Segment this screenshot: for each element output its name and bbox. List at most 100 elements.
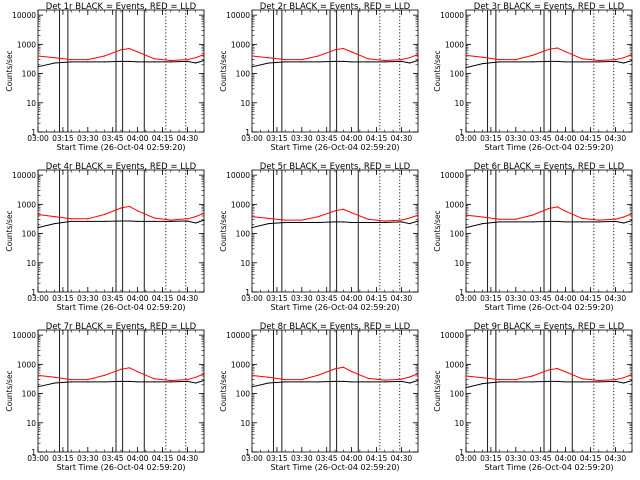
chart-panel: Det 6r BLACK = Events, RED = LLD 1 10 100 10… [433, 162, 633, 312]
x-tick-label: 03:30 [291, 134, 313, 143]
data-point [103, 61, 105, 63]
y-tick-label: 1 [459, 288, 464, 297]
x-tick-label: 03:15 [52, 294, 74, 303]
x-tick-label: 03:30 [77, 134, 99, 143]
data-point [409, 222, 411, 225]
data-point [548, 220, 550, 223]
y-tick-label: 10000 [440, 171, 464, 180]
y-tick-label: 1 [31, 288, 36, 297]
x-axis-label: Start Time (26-Oct-04 02:59:20) [484, 303, 613, 312]
plot-frame [465, 329, 633, 453]
y-tick-label: 10000 [226, 11, 250, 20]
data-point [170, 379, 172, 382]
data-point [186, 59, 188, 61]
y-tick-label: 100 [22, 70, 37, 79]
data-point [37, 213, 39, 216]
data-point [334, 210, 336, 212]
chart-panel: Det 1r BLACK = Events, RED = LLD 1 10 100 10… [5, 2, 205, 152]
data-point [203, 219, 205, 221]
x-tick-label: 03:30 [505, 294, 527, 303]
data-point [268, 382, 270, 384]
data-point [203, 59, 205, 62]
x-tick-label: 04:15 [580, 454, 602, 463]
data-point [268, 62, 270, 64]
data-point [301, 219, 303, 221]
y-tick-label: 10 [240, 259, 250, 268]
data-point [317, 374, 319, 376]
data-point [195, 382, 197, 384]
data-point [70, 381, 72, 383]
chart-title: Det 2r BLACK = Events, RED = LLD [260, 2, 411, 12]
y-tick-label: 1 [31, 128, 36, 137]
y-tick-label: 10 [454, 99, 464, 108]
data-point [301, 221, 303, 224]
data-point [417, 214, 419, 216]
x-tick-label: 03:30 [505, 134, 527, 143]
data-point [334, 368, 336, 370]
x-tick-label: 03:45 [530, 134, 552, 143]
data-point [251, 66, 253, 68]
data-point [548, 48, 550, 50]
data-point [400, 380, 402, 383]
x-tick-label: 04:30 [177, 294, 199, 303]
data-point [342, 208, 344, 210]
data-point [556, 60, 558, 63]
y-tick-label: 100 [450, 230, 465, 239]
data-point [515, 218, 517, 220]
x-tick-label: 03:00 [455, 134, 477, 143]
data-point [70, 218, 72, 220]
x-tick-label: 04:00 [127, 294, 149, 303]
data-point [631, 53, 633, 56]
x-tick-label: 03:30 [291, 454, 313, 463]
y-tick-label: 1 [459, 448, 464, 457]
data-point [565, 61, 567, 63]
data-point [417, 59, 419, 62]
data-point [556, 367, 558, 370]
y-tick-label: 100 [22, 390, 37, 399]
data-point [342, 380, 344, 383]
y-tick-label: 10000 [12, 171, 36, 180]
y-tick-label: 1 [245, 448, 250, 457]
x-tick-label: 03:45 [102, 134, 124, 143]
chart-panel: Det 8r BLACK = Events, RED = LLD 1 10 100 10… [219, 322, 419, 472]
y-axis-label: Counts/sec [5, 370, 14, 411]
x-tick-label: 04:00 [341, 134, 363, 143]
data-point [581, 58, 583, 60]
data-point [565, 381, 567, 383]
x-tick-label: 04:00 [341, 294, 363, 303]
data-point [87, 61, 89, 63]
data-point [367, 377, 369, 380]
y-tick-label: 10 [240, 99, 250, 108]
x-tick-label: 03:00 [27, 294, 49, 303]
data-point [614, 60, 617, 63]
data-point [342, 366, 344, 368]
y-axis-label: Counts/sec [433, 50, 442, 91]
data-point [251, 55, 253, 57]
y-tick-label: 10 [26, 99, 36, 108]
data-point [317, 55, 319, 57]
data-point [598, 61, 600, 63]
y-tick-label: 1000 [231, 200, 250, 209]
data-point [623, 57, 625, 59]
data-point [334, 60, 336, 63]
data-point [631, 373, 633, 376]
data-point [351, 381, 353, 383]
data-point [548, 60, 550, 63]
x-tick-label: 04:00 [127, 454, 149, 463]
chart-panel: Det 3r BLACK = Events, RED = LLD 1 10 100 10… [433, 2, 633, 152]
chart-panel: Det 5r BLACK = Events, RED = LLD 1 10 100 10… [219, 162, 419, 312]
data-point [186, 380, 188, 383]
data-point [409, 376, 411, 378]
data-point [548, 369, 550, 371]
data-point [284, 61, 286, 63]
x-tick-label: 03:15 [52, 454, 74, 463]
y-tick-label: 1 [245, 288, 250, 297]
x-tick-label: 03:00 [455, 454, 477, 463]
data-point [417, 379, 419, 382]
chart-title: Det 8r BLACK = Events, RED = LLD [260, 322, 411, 332]
data-point [367, 221, 369, 224]
data-point [301, 379, 303, 381]
data-point [87, 381, 89, 383]
x-tick-label: 04:15 [580, 294, 602, 303]
data-point [87, 59, 89, 61]
